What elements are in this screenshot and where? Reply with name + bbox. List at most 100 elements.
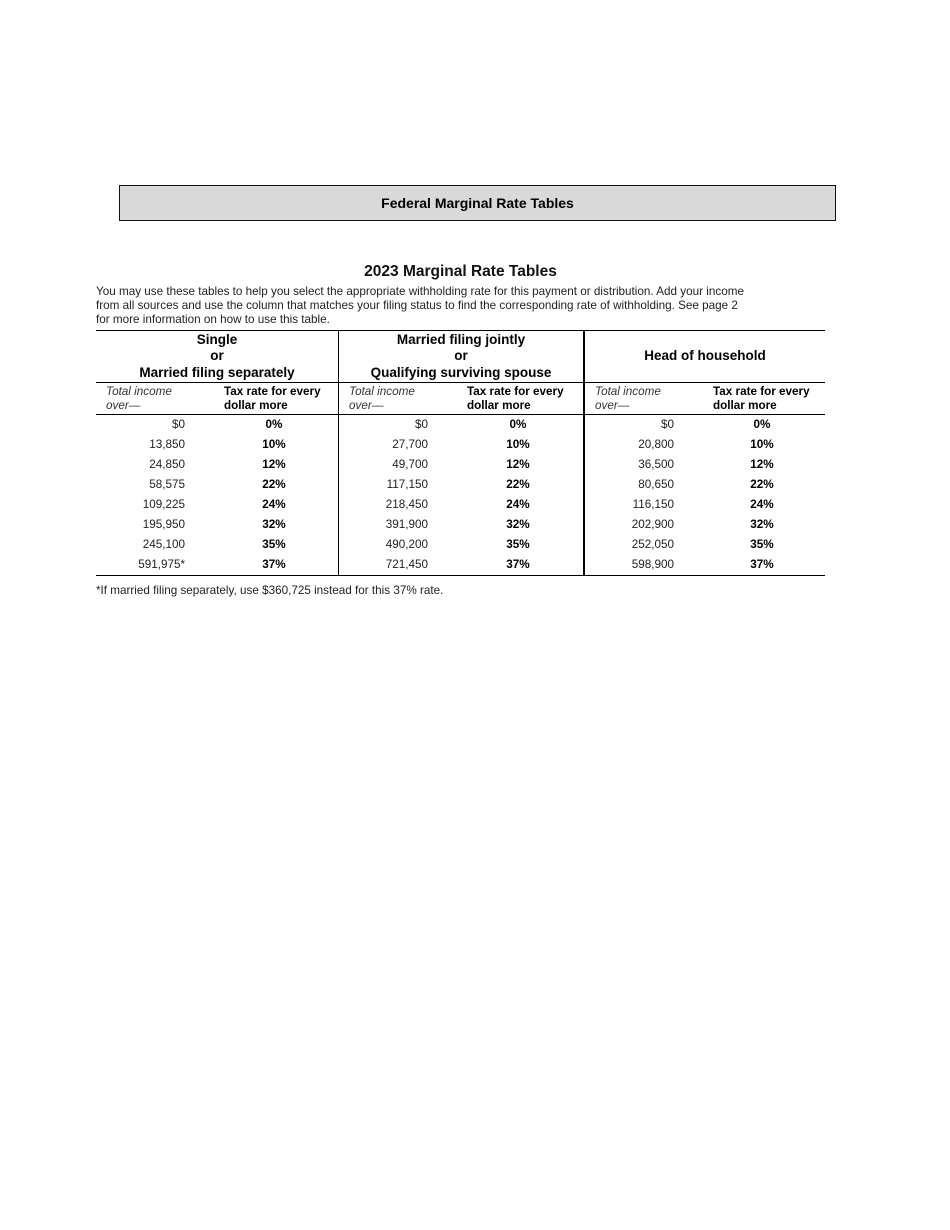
rate-cell: 24% — [506, 498, 530, 511]
income-cell: 721,450 — [385, 558, 428, 571]
income-cell: 490,200 — [385, 538, 428, 551]
rate-cell: 24% — [262, 498, 286, 511]
income-cell: 58,575 — [149, 478, 185, 491]
table-row: 80,650 22% — [585, 475, 825, 495]
income-cell: 49,700 — [392, 458, 428, 471]
table-row: 49,700 12% — [339, 455, 583, 475]
group-header-line: Single — [196, 332, 238, 348]
table-row: 218,450 24% — [339, 495, 583, 515]
table-footnote: *If married filing separately, use $360,… — [96, 584, 444, 597]
income-cell: 36,500 — [638, 458, 674, 471]
income-cell: 598,900 — [631, 558, 674, 571]
subheader-tax-rate: Tax rate for every dollar more — [699, 383, 825, 414]
income-cell: 591,975* — [138, 558, 185, 571]
filing-group-single: Single or Married filing separately Total … — [96, 331, 338, 575]
rate-cell: 0% — [509, 418, 527, 431]
income-cell: 116,150 — [632, 498, 674, 511]
group-subheader: Total income over— Tax rate for every doll… — [585, 383, 825, 415]
subheader-rate-line: dollar more — [713, 399, 777, 412]
table-row: 391,900 32% — [339, 515, 583, 535]
filing-group-married-jointly: Married filing jointly or Qualifying survi… — [338, 331, 583, 575]
income-cell: 27,700 — [392, 438, 428, 451]
table-row: 13,850 10% — [96, 435, 338, 455]
subheader-total-income: Total income over— — [339, 383, 453, 414]
rate-cell: 12% — [262, 458, 286, 471]
subheader-income-line: Total income — [106, 385, 172, 398]
rate-cell: 35% — [262, 538, 286, 551]
subheader-rate-line: Tax rate for every — [224, 385, 321, 398]
subheader-income-line: over— — [595, 399, 630, 412]
rate-cell: 12% — [750, 458, 774, 471]
intro-line: You may use these tables to help you sel… — [96, 285, 744, 298]
rate-cell: 10% — [750, 438, 774, 451]
rate-cell: 22% — [750, 478, 774, 491]
subheader-income-line: over— — [106, 399, 141, 412]
table-row: 591,975* 37% — [96, 555, 338, 575]
subheader-total-income: Total income over— — [96, 383, 210, 414]
subheader-rate-line: dollar more — [467, 399, 531, 412]
rate-cell: 37% — [506, 558, 530, 571]
income-cell: 391,900 — [385, 518, 428, 531]
group-header-line: or — [210, 348, 224, 364]
table-row: 202,900 32% — [585, 515, 825, 535]
group-header-line: Head of household — [644, 348, 766, 364]
rate-cell: 22% — [262, 478, 286, 491]
subheader-tax-rate: Tax rate for every dollar more — [453, 383, 583, 414]
rate-cell: 32% — [506, 518, 530, 531]
table-row: 116,150 24% — [585, 495, 825, 515]
group-header-line: or — [454, 348, 468, 364]
income-cell: $0 — [171, 418, 185, 431]
group-header: Head of household — [585, 331, 825, 383]
group-rows: $0 0% 20,800 10% 36,500 12% 80,650 22% 116,150 24… — [585, 415, 825, 575]
page-header-banner: Federal Marginal Rate Tables — [119, 185, 836, 221]
rate-cell: 12% — [506, 458, 530, 471]
group-header-line: Married filing separately — [139, 364, 295, 380]
subheader-total-income: Total income over— — [585, 383, 699, 414]
group-header: Single or Married filing separately — [96, 331, 338, 383]
group-header: Married filing jointly or Qualifying survi… — [339, 331, 583, 383]
subheader-income-line: Total income — [349, 385, 415, 398]
group-header-line: Married filing jointly — [396, 332, 526, 348]
income-cell: 80,650 — [638, 478, 674, 491]
income-cell: 195,950 — [142, 518, 185, 531]
rate-cell: 22% — [506, 478, 530, 491]
table-row: 598,900 37% — [585, 555, 825, 575]
group-header-line: Qualifying surviving spouse — [370, 364, 552, 380]
intro-line: for more information on how to use this … — [96, 313, 330, 327]
rate-cell: 32% — [750, 518, 774, 531]
table-row: 245,100 35% — [96, 535, 338, 555]
income-cell: 13,850 — [149, 438, 185, 451]
marginal-rate-table: Single or Married filing separately Total … — [96, 330, 825, 576]
income-cell: 245,100 — [142, 538, 185, 551]
subheader-tax-rate: Tax rate for every dollar more — [210, 383, 338, 414]
subheader-rate-line: Tax rate for every — [713, 385, 810, 398]
filing-group-head-of-household: Head of household Total income over— Tax … — [583, 331, 825, 575]
subheader-rate-line: Tax rate for every — [467, 385, 564, 398]
table-row: $0 0% — [339, 415, 583, 435]
income-cell: 117,150 — [386, 478, 428, 491]
table-row: 58,575 22% — [96, 475, 338, 495]
group-subheader: Total income over— Tax rate for every doll… — [96, 383, 338, 415]
table-row: 36,500 12% — [585, 455, 825, 475]
subheader-rate-line: dollar more — [224, 399, 288, 412]
income-cell: $0 — [414, 418, 428, 431]
subheader-income-line: Total income — [595, 385, 661, 398]
income-cell: 202,900 — [631, 518, 674, 531]
table-row: 109,225 24% — [96, 495, 338, 515]
group-rows: $0 0% 13,850 10% 24,850 12% 58,575 22% 109,225 24… — [96, 415, 338, 575]
table-row: $0 0% — [585, 415, 825, 435]
rate-cell: 37% — [262, 558, 286, 571]
group-rows: $0 0% 27,700 10% 49,700 12% 117,150 22% 218,450 2… — [339, 415, 583, 575]
table-row: 20,800 10% — [585, 435, 825, 455]
intro-paragraph: You may use these tables to help you sel… — [96, 285, 841, 328]
intro-line: from all sources and use the column that… — [96, 299, 738, 313]
table-row: 117,150 22% — [339, 475, 583, 495]
banner-title: Federal Marginal Rate Tables — [381, 195, 574, 211]
table-row: 27,700 10% — [339, 435, 583, 455]
rate-cell: 37% — [750, 558, 774, 571]
rate-cell: 0% — [265, 418, 283, 431]
table-row: 252,050 35% — [585, 535, 825, 555]
section-title: 2023 Marginal Rate Tables — [364, 263, 557, 280]
table-row: 24,850 12% — [96, 455, 338, 475]
income-cell: 252,050 — [631, 538, 674, 551]
